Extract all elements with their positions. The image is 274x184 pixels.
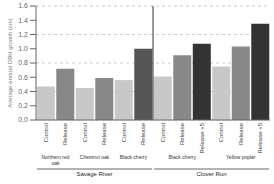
- svg-text:Black cherry: Black cherry: [120, 154, 148, 160]
- svg-text:Savage River: Savage River: [76, 171, 112, 177]
- svg-text:Release: Release: [238, 122, 244, 145]
- svg-text:Control: Control: [121, 123, 127, 142]
- svg-text:Northern redoak: Northern redoak: [41, 154, 69, 166]
- svg-text:Yellow poplar: Yellow poplar: [226, 154, 256, 160]
- svg-text:Release: Release: [62, 122, 68, 145]
- svg-text:Release: Release: [101, 122, 107, 145]
- svg-text:1.0: 1.0: [18, 45, 28, 52]
- svg-text:Control: Control: [160, 123, 166, 142]
- svg-text:Clover Run: Clover Run: [196, 171, 226, 177]
- svg-text:1.4: 1.4: [18, 17, 28, 24]
- svg-text:Control: Control: [218, 123, 224, 142]
- svg-text:Black cherry: Black cherry: [168, 154, 196, 160]
- svg-text:1.2: 1.2: [18, 31, 28, 38]
- svg-text:Release: Release: [140, 122, 146, 145]
- svg-text:Average annual DBH growth (cm): Average annual DBH growth (cm): [8, 18, 13, 108]
- svg-text:Release: Release: [179, 122, 185, 145]
- svg-text:1.6: 1.6: [18, 2, 28, 9]
- svg-text:Release +5: Release +5: [257, 122, 263, 153]
- svg-text:0.4: 0.4: [18, 88, 28, 95]
- svg-text:Release +5: Release +5: [199, 122, 205, 153]
- svg-text:Control: Control: [43, 123, 49, 142]
- svg-text:Control: Control: [82, 123, 88, 142]
- svg-text:0.2: 0.2: [18, 102, 28, 109]
- svg-text:0.8: 0.8: [18, 59, 28, 66]
- svg-text:0.6: 0.6: [18, 74, 28, 81]
- svg-text:Chestnut oak: Chestnut oak: [80, 154, 110, 160]
- svg-text:0.0: 0.0: [18, 116, 28, 123]
